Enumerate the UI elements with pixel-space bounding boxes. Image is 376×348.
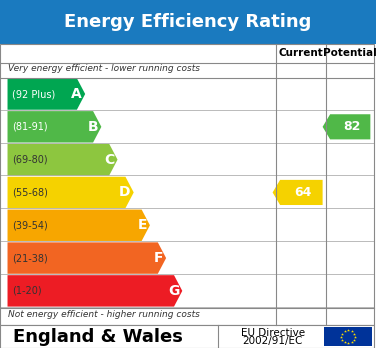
Polygon shape (323, 114, 370, 140)
Text: EU Directive: EU Directive (241, 327, 305, 338)
Polygon shape (8, 275, 182, 307)
Text: Not energy efficient - higher running costs: Not energy efficient - higher running co… (8, 310, 199, 319)
Polygon shape (8, 177, 134, 208)
Polygon shape (8, 209, 150, 241)
Text: (55-68): (55-68) (12, 188, 48, 197)
Text: F: F (153, 251, 163, 265)
Polygon shape (8, 242, 166, 274)
Polygon shape (8, 111, 102, 143)
Text: G: G (168, 284, 179, 298)
Text: (39-54): (39-54) (12, 220, 48, 230)
Text: England & Wales: England & Wales (13, 328, 183, 346)
Bar (0, 325, 374, 348)
Text: Energy Efficiency Rating: Energy Efficiency Rating (64, 13, 312, 31)
Text: A: A (71, 87, 82, 101)
Text: (1-20): (1-20) (12, 286, 42, 296)
Polygon shape (8, 78, 85, 110)
Text: C: C (104, 153, 115, 167)
Text: (69-80): (69-80) (12, 155, 48, 165)
Text: E: E (137, 218, 147, 232)
Text: B: B (88, 120, 99, 134)
Text: 2002/91/EC: 2002/91/EC (243, 336, 303, 346)
Polygon shape (273, 180, 323, 205)
Text: Potential: Potential (323, 48, 376, 58)
Text: (21-38): (21-38) (12, 253, 48, 263)
Text: Very energy efficient - lower running costs: Very energy efficient - lower running co… (8, 64, 200, 73)
Bar (324, 327, 372, 346)
Bar (0, 44, 374, 325)
Text: 64: 64 (294, 186, 312, 199)
Polygon shape (8, 144, 118, 175)
Text: D: D (119, 185, 131, 199)
Text: (92 Plus): (92 Plus) (12, 89, 55, 99)
Text: 82: 82 (343, 120, 361, 133)
Text: Current: Current (279, 48, 324, 58)
Bar (0, 0, 376, 44)
Text: (81-91): (81-91) (12, 122, 48, 132)
